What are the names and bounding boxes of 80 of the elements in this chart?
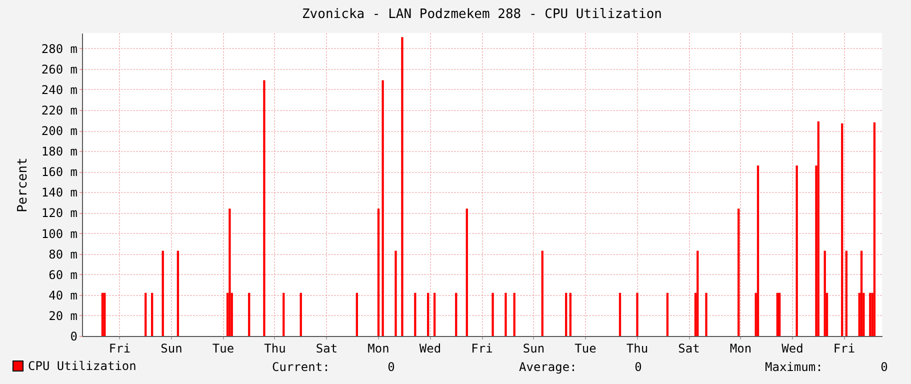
y-tick-label: 20 m — [48, 308, 78, 323]
bar — [427, 292, 430, 336]
y-tick-label: 200 m — [41, 124, 78, 138]
bar — [248, 292, 250, 336]
bar — [504, 292, 507, 336]
bar — [414, 292, 416, 336]
bar — [817, 121, 820, 336]
x-tick-label: Fri — [833, 342, 856, 356]
bar — [796, 166, 798, 336]
bar — [492, 292, 494, 336]
bar — [466, 208, 468, 336]
x-tick-label: Tue — [212, 342, 234, 356]
x-tick-label: Sat — [316, 342, 338, 356]
bar — [151, 292, 154, 336]
bar — [394, 250, 397, 336]
bar — [162, 250, 164, 336]
bar — [263, 80, 266, 336]
bar — [300, 292, 302, 336]
chart-title: Zvonicka - LAN Podzmekem 288 - CPU Utilization — [302, 7, 662, 22]
bar — [228, 208, 231, 336]
bar — [104, 292, 106, 336]
bar — [401, 37, 404, 336]
bar — [636, 292, 638, 336]
bar — [541, 250, 544, 336]
bar — [778, 292, 781, 336]
y-tick-label: 60 m — [48, 268, 78, 282]
x-tick-label: Fri — [108, 342, 131, 356]
x-tick-label: Wed — [782, 342, 804, 356]
bar — [565, 292, 568, 336]
x-tick-label: Wed — [419, 342, 442, 356]
bar — [841, 123, 844, 336]
y-tick-label: 260 m — [41, 62, 78, 76]
bar — [860, 250, 863, 336]
bar — [824, 250, 826, 336]
x-tick-label: Sat — [678, 342, 700, 356]
y-axis-title: Percent — [15, 158, 30, 212]
bar — [282, 292, 285, 336]
x-tick-label: Thu — [626, 342, 648, 356]
bar — [433, 292, 436, 336]
bar — [144, 292, 147, 336]
bar — [869, 292, 872, 336]
bar — [756, 166, 760, 336]
bar — [696, 250, 699, 336]
y-tick-label: 100 m — [41, 226, 78, 241]
bar — [356, 292, 358, 336]
bar — [455, 292, 458, 336]
x-tick-label: Mon — [368, 342, 390, 356]
y-tick-label: 160 m — [41, 165, 78, 180]
x-tick-label: Mon — [730, 342, 752, 356]
x-tick-label: Sun — [160, 342, 182, 356]
bar — [776, 292, 778, 336]
bar — [176, 250, 180, 336]
bar — [101, 292, 104, 336]
y-tick-label: 220 m — [41, 104, 78, 118]
bar — [705, 292, 708, 336]
x-tick-label: Fri — [471, 342, 493, 356]
x-tick-label: Sun — [522, 342, 545, 356]
y-tick-label: 240 m — [41, 82, 78, 97]
text: Maximum: 0 — [765, 360, 888, 374]
y-tick-label: 40 m — [48, 288, 78, 302]
bar — [382, 80, 384, 336]
bar — [666, 292, 669, 336]
bar — [377, 208, 380, 336]
y-tick-label: 80 m — [48, 247, 78, 262]
y-tick-label: 0 — [70, 330, 78, 344]
x-tick-label: Tue — [574, 342, 596, 356]
bar — [513, 292, 516, 336]
y-tick-label: 120 m — [41, 206, 78, 220]
bar — [569, 292, 572, 336]
bar — [845, 250, 848, 336]
bar — [738, 208, 740, 336]
legend-label: CPU Utilization — [28, 359, 136, 373]
text: Average: 0 — [519, 360, 642, 374]
y-tick-label: 280 m — [41, 42, 78, 56]
y-tick-label: 140 m — [41, 186, 78, 200]
y-tick-label: 180 m — [41, 144, 78, 159]
x-tick-label: Thu — [264, 342, 286, 356]
bar — [873, 122, 876, 336]
bar — [618, 292, 622, 336]
text: Current: 0 — [272, 360, 395, 374]
